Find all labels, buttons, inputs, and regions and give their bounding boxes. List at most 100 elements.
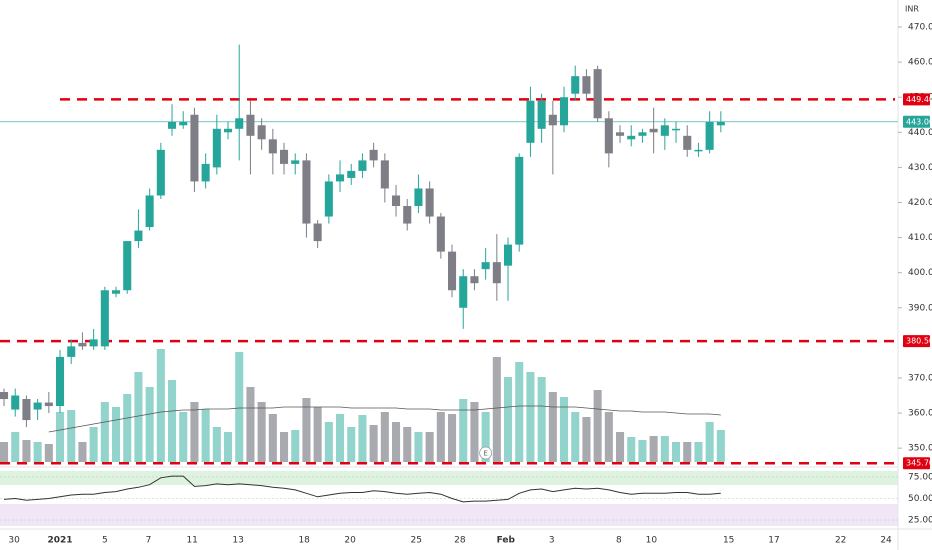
volume-bar (291, 430, 300, 462)
y-tick-label: 390.00 (908, 303, 932, 313)
y-tick-label: 430.00 (908, 163, 932, 173)
candle-body (425, 188, 434, 217)
level-label-box (903, 457, 930, 470)
y-tick-label: 370.00 (908, 373, 932, 383)
x-tick-label: 15 (723, 536, 734, 546)
x-tick-label: 7 (146, 536, 152, 546)
volume-bar (324, 422, 333, 462)
currency-label: INR (905, 5, 919, 14)
volume-bar (537, 377, 546, 462)
candle-body (504, 244, 513, 266)
volume-bar (459, 399, 468, 462)
volume-bar (268, 414, 277, 462)
volume-ma-line (48, 405, 721, 433)
y-tick-label: 410.00 (908, 233, 932, 243)
candle-body (660, 125, 669, 136)
y-tick-label: 400.00 (908, 268, 932, 278)
candle-body (683, 135, 692, 150)
candle-body (67, 346, 76, 357)
volume-bar (638, 440, 647, 462)
candle-body (201, 163, 210, 182)
x-tick-label: 17 (768, 536, 779, 546)
candle-body (302, 160, 311, 224)
candle-body (100, 290, 109, 347)
volume-bar (212, 427, 221, 462)
event-marker-label: E (483, 450, 487, 458)
volume-bar (89, 427, 98, 462)
volume-bar (548, 392, 557, 462)
last-price-box (903, 115, 930, 128)
volume-bar (504, 377, 513, 462)
candle-body (168, 121, 177, 129)
candle-body (358, 160, 367, 171)
candle-body (112, 290, 121, 294)
volume-bar (448, 414, 457, 462)
rsi-tick-label: 25.00 (908, 516, 932, 526)
candle-body (672, 128, 681, 131)
candle-body (694, 149, 703, 152)
candle-body (134, 230, 143, 242)
y-tick-label: 350.00 (908, 444, 932, 454)
candle-body (280, 149, 289, 164)
volume-bar (302, 398, 311, 462)
volume-bar (414, 432, 423, 462)
x-tick-label: 13 (232, 536, 243, 546)
level-label: 449.40 (906, 95, 932, 104)
candle-body (369, 149, 378, 161)
candle-body (705, 121, 714, 150)
volume-bar (571, 412, 580, 462)
volume-bar (336, 414, 345, 462)
last-price-label: 443.00 (906, 117, 932, 126)
candle-body (89, 339, 98, 347)
volume-bar (224, 432, 233, 462)
candle-body (190, 114, 199, 182)
y-tick-label: 420.00 (908, 198, 932, 208)
candle-body (22, 399, 31, 421)
candle-body (582, 76, 591, 94)
volume-bar (347, 427, 356, 462)
y-tick-label: 440.00 (908, 128, 932, 138)
volume-bar (22, 440, 31, 462)
candle-body (313, 223, 322, 242)
event-marker (479, 446, 493, 460)
volume-bar (481, 412, 490, 462)
x-tick-label: Feb (497, 536, 516, 546)
candle-body (246, 114, 255, 136)
candle-body (336, 174, 345, 182)
x-tick-label: 5 (102, 536, 108, 546)
candle-body (403, 206, 412, 224)
x-tick-label: 28 (454, 536, 466, 546)
x-tick-label: 20 (344, 536, 356, 546)
volume-bar (616, 432, 625, 462)
volume-bar (156, 349, 165, 462)
volume-bar (145, 387, 154, 462)
candle-body (448, 251, 457, 291)
volume-bar (582, 417, 591, 462)
volume-bar (358, 415, 367, 462)
y-tick-label: 470.00 (908, 23, 932, 33)
candle-body (268, 139, 277, 154)
x-tick-label: 24 (880, 536, 892, 546)
volume-bar (649, 436, 658, 462)
candle-body (481, 262, 490, 270)
candle-body (638, 132, 647, 136)
candle-body (179, 121, 188, 126)
volume-bar (0, 442, 9, 462)
x-tick-label: 30 (8, 536, 20, 546)
candle-body (11, 395, 20, 410)
volume-bar (627, 437, 636, 462)
rsi-line (3, 475, 721, 503)
candle-body (627, 135, 636, 140)
candle-body (616, 132, 625, 136)
candle-body (515, 156, 524, 245)
volume-bar (67, 410, 76, 462)
volume-bar (515, 362, 524, 462)
volume-bar (492, 357, 501, 462)
volume-bar (134, 372, 143, 462)
y-tick-label: 360.00 (908, 409, 932, 419)
rsi-oversold-band (0, 504, 898, 526)
candle-body (593, 69, 602, 119)
volume-bar (313, 407, 322, 462)
volume-bar (716, 430, 725, 462)
volume-bar (593, 390, 602, 462)
